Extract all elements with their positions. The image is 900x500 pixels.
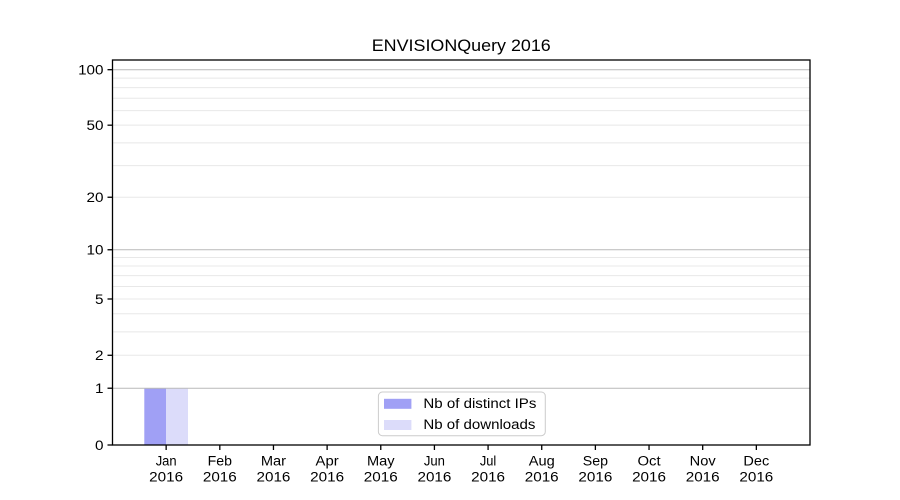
svg-text:Apr: Apr [316,453,340,468]
svg-text:2016: 2016 [686,469,720,484]
svg-text:2016: 2016 [525,469,559,484]
svg-text:100: 100 [78,62,103,77]
svg-text:2: 2 [95,348,104,363]
svg-text:2016: 2016 [257,469,291,484]
svg-text:10: 10 [87,243,104,258]
svg-text:2016: 2016 [739,469,773,484]
svg-text:2016: 2016 [471,469,505,484]
svg-text:0: 0 [95,438,104,453]
svg-text:ENVISIONQuery 2016: ENVISIONQuery 2016 [372,36,551,55]
svg-text:Nov: Nov [690,453,716,468]
svg-text:Mar: Mar [261,453,287,468]
svg-text:2016: 2016 [364,469,398,484]
svg-text:Feb: Feb [208,453,232,468]
svg-text:2016: 2016 [149,469,183,484]
svg-text:Dec: Dec [743,453,769,468]
svg-text:May: May [367,453,395,468]
svg-text:1: 1 [95,381,104,396]
svg-text:2016: 2016 [310,469,344,484]
svg-text:Jun: Jun [424,453,445,468]
svg-text:Oct: Oct [637,453,660,468]
svg-text:Nb of distinct IPs: Nb of distinct IPs [423,396,536,411]
svg-text:5: 5 [95,292,104,307]
svg-text:Jan: Jan [156,453,177,468]
svg-text:50: 50 [87,118,104,133]
svg-text:Nb of downloads: Nb of downloads [423,417,535,432]
svg-text:Sep: Sep [583,453,608,468]
svg-text:2016: 2016 [632,469,666,484]
svg-text:2016: 2016 [417,469,451,484]
svg-text:Aug: Aug [529,453,555,468]
svg-text:Jul: Jul [480,453,496,468]
svg-text:2016: 2016 [203,469,237,484]
svg-text:2016: 2016 [578,469,612,484]
svg-text:20: 20 [87,190,104,205]
